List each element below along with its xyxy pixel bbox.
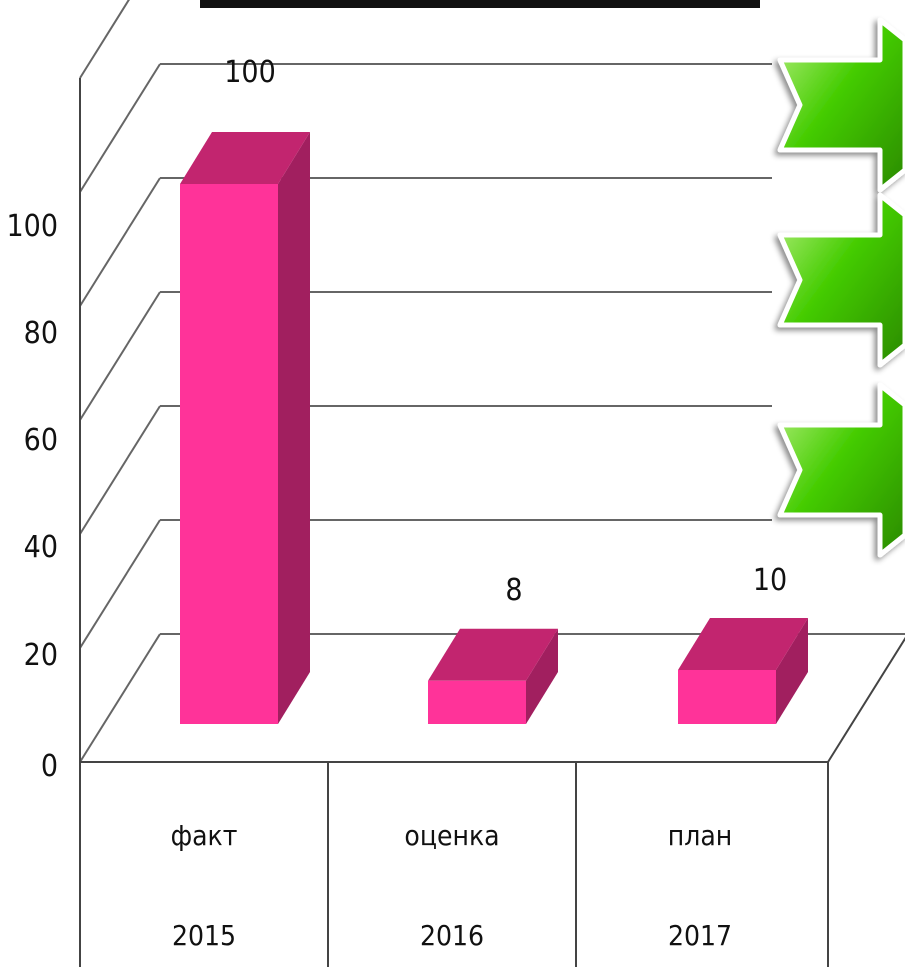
arrow-icon: [777, 17, 905, 193]
y-tick-label: 40: [24, 530, 58, 565]
data-labels: 100 8 10: [224, 55, 787, 608]
side-wall-line: [79, 291, 161, 421]
data-label: 100: [224, 55, 276, 90]
bar-side: [776, 618, 808, 724]
y-tick-label: 60: [24, 423, 58, 458]
bar: [180, 184, 278, 724]
x-category-label: план: [668, 819, 733, 852]
x-category-label: факт: [171, 819, 238, 852]
side-wall-line: [79, 519, 161, 649]
cropped-title: [200, 0, 760, 8]
floor-right-edge: [827, 636, 905, 763]
x-year-label: 2016: [420, 919, 484, 952]
side-wall-line: [79, 633, 161, 763]
bar-side: [278, 132, 310, 724]
y-tick-label: 80: [24, 316, 58, 351]
y-tick-label: 0: [41, 749, 58, 784]
data-label: 8: [505, 573, 522, 608]
y-tick-label: 20: [24, 638, 58, 673]
x-category-label: оценка: [404, 819, 499, 852]
bar-top: [428, 628, 558, 681]
x-year-label: 2017: [668, 919, 732, 952]
side-wall-line: [79, 63, 161, 193]
data-label: 10: [753, 563, 787, 598]
y-axis-ticks: 0 20 40 60 80 100: [6, 209, 58, 784]
arrow-icon: [777, 382, 905, 558]
bar: [428, 680, 526, 724]
side-wall-line: [79, 177, 161, 307]
y-tick-label: 100: [6, 209, 58, 244]
side-wall-line: [79, 405, 161, 535]
arrow-icon: [777, 192, 905, 368]
chart-bars: [180, 132, 808, 724]
category-table: факт оценка план 2015 2016 2017: [79, 762, 829, 967]
bar: [678, 670, 776, 724]
bar-top: [180, 132, 310, 184]
x-year-label: 2015: [172, 919, 236, 952]
bar-side: [526, 628, 558, 724]
bar-top: [678, 618, 808, 670]
side-wall-line: [79, 0, 130, 79]
decorative-arrows: [772, 0, 905, 560]
